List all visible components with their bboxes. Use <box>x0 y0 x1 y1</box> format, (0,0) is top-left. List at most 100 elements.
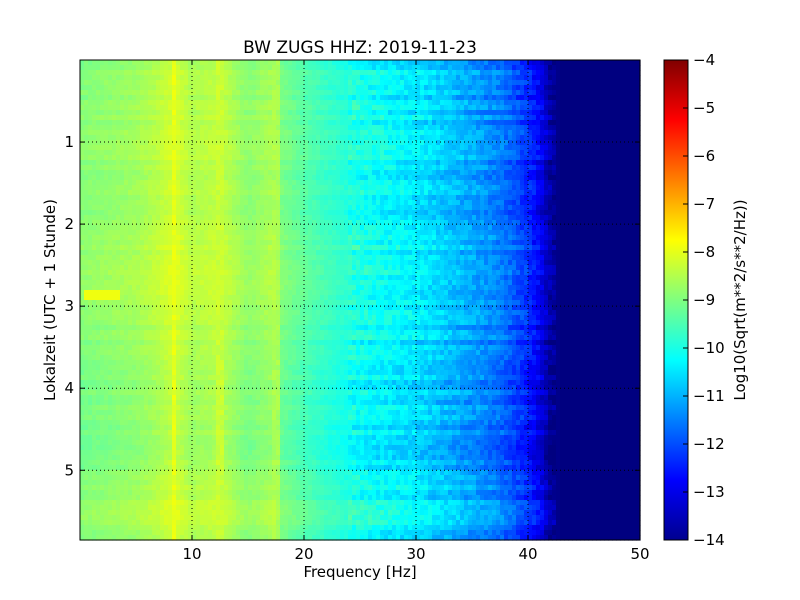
heatmap-cell <box>108 215 113 221</box>
heatmap-cell <box>104 175 109 181</box>
heatmap-cell <box>292 170 297 176</box>
heatmap-cell <box>608 100 613 106</box>
heatmap-cell <box>580 90 585 96</box>
heatmap-cell <box>568 110 573 116</box>
heatmap-cell <box>524 185 529 191</box>
heatmap-cell <box>384 200 389 206</box>
heatmap-cell <box>184 140 189 146</box>
heatmap-cell <box>548 155 553 161</box>
heatmap-cell <box>600 230 605 236</box>
heatmap-cell <box>136 85 141 91</box>
heatmap-cell <box>112 110 117 116</box>
heatmap-cell <box>452 185 457 191</box>
heatmap-cell <box>516 80 521 86</box>
heatmap-cell <box>188 75 193 81</box>
heatmap-cell <box>252 215 257 221</box>
heatmap-cell <box>224 90 229 96</box>
heatmap-cell <box>264 150 269 156</box>
heatmap-cell <box>624 165 629 171</box>
heatmap-cell <box>268 140 273 146</box>
heatmap-cell <box>348 145 353 151</box>
heatmap-cell <box>592 135 597 141</box>
heatmap-cell <box>112 230 117 236</box>
heatmap-cell <box>520 160 525 166</box>
heatmap-cell <box>620 120 625 126</box>
heatmap-cell <box>376 130 381 136</box>
heatmap-cell <box>524 205 529 211</box>
heatmap-cell <box>372 195 377 201</box>
heatmap-cell <box>304 195 309 201</box>
heatmap-cell <box>560 75 565 81</box>
heatmap-cell <box>556 100 561 106</box>
heatmap-cell <box>484 155 489 161</box>
heatmap-cell <box>600 90 605 96</box>
heatmap-cell <box>236 85 241 91</box>
heatmap-cell <box>408 200 413 206</box>
heatmap-cell <box>496 115 501 121</box>
heatmap-cell <box>384 210 389 216</box>
heatmap-cell <box>468 215 473 221</box>
heatmap-cell <box>424 200 429 206</box>
heatmap-cell <box>108 75 113 81</box>
heatmap-cell <box>448 135 453 141</box>
heatmap-cell <box>504 85 509 91</box>
heatmap-cell <box>364 175 369 181</box>
heatmap-cell <box>280 145 285 151</box>
heatmap-cell <box>112 135 117 141</box>
heatmap-cell <box>352 200 357 206</box>
heatmap-cell <box>404 220 409 226</box>
heatmap-cell <box>524 215 529 221</box>
heatmap-cell <box>308 215 313 221</box>
heatmap-cell <box>344 160 349 166</box>
heatmap-cell <box>424 235 429 241</box>
heatmap-cell <box>312 155 317 161</box>
heatmap-cell <box>216 235 221 241</box>
heatmap-cell <box>256 155 261 161</box>
heatmap-cell <box>380 155 385 161</box>
heatmap-cell <box>432 235 437 241</box>
heatmap-cell <box>304 180 309 186</box>
heatmap-cell <box>468 95 473 101</box>
heatmap-cell <box>300 235 305 241</box>
heatmap-cell <box>440 130 445 136</box>
heatmap-cell <box>612 190 617 196</box>
heatmap-cell <box>288 170 293 176</box>
heatmap-cell <box>500 185 505 191</box>
heatmap-cell <box>128 110 133 116</box>
heatmap-cell <box>516 180 521 186</box>
heatmap-cell <box>488 75 493 81</box>
heatmap-cell <box>312 190 317 196</box>
heatmap-cell <box>212 130 217 136</box>
heatmap-cell <box>560 120 565 126</box>
heatmap-cell <box>624 70 629 76</box>
heatmap-cell <box>136 70 141 76</box>
heatmap-cell <box>196 190 201 196</box>
heatmap-cell <box>256 60 261 66</box>
heatmap-cell <box>156 195 161 201</box>
heatmap-cell <box>236 190 241 196</box>
heatmap-cell <box>224 200 229 206</box>
heatmap-cell <box>272 175 277 181</box>
heatmap-cell <box>212 80 217 86</box>
heatmap-cell <box>132 170 137 176</box>
heatmap-cell <box>312 180 317 186</box>
heatmap-cell <box>492 195 497 201</box>
heatmap-cell <box>96 220 101 226</box>
heatmap-cell <box>228 85 233 91</box>
heatmap-cell <box>488 130 493 136</box>
heatmap-cell <box>128 225 133 231</box>
heatmap-cell <box>100 120 105 126</box>
heatmap-cell <box>616 200 621 206</box>
heatmap-cell <box>252 70 257 76</box>
heatmap-cell <box>308 95 313 101</box>
heatmap-cell <box>228 225 233 231</box>
heatmap-cell <box>300 95 305 101</box>
heatmap-cell <box>128 125 133 131</box>
heatmap-cell <box>264 90 269 96</box>
heatmap-cell <box>224 130 229 136</box>
heatmap-cell <box>284 190 289 196</box>
heatmap-cell <box>368 210 373 216</box>
heatmap-cell <box>516 205 521 211</box>
heatmap-cell <box>608 155 613 161</box>
heatmap-cell <box>260 205 265 211</box>
